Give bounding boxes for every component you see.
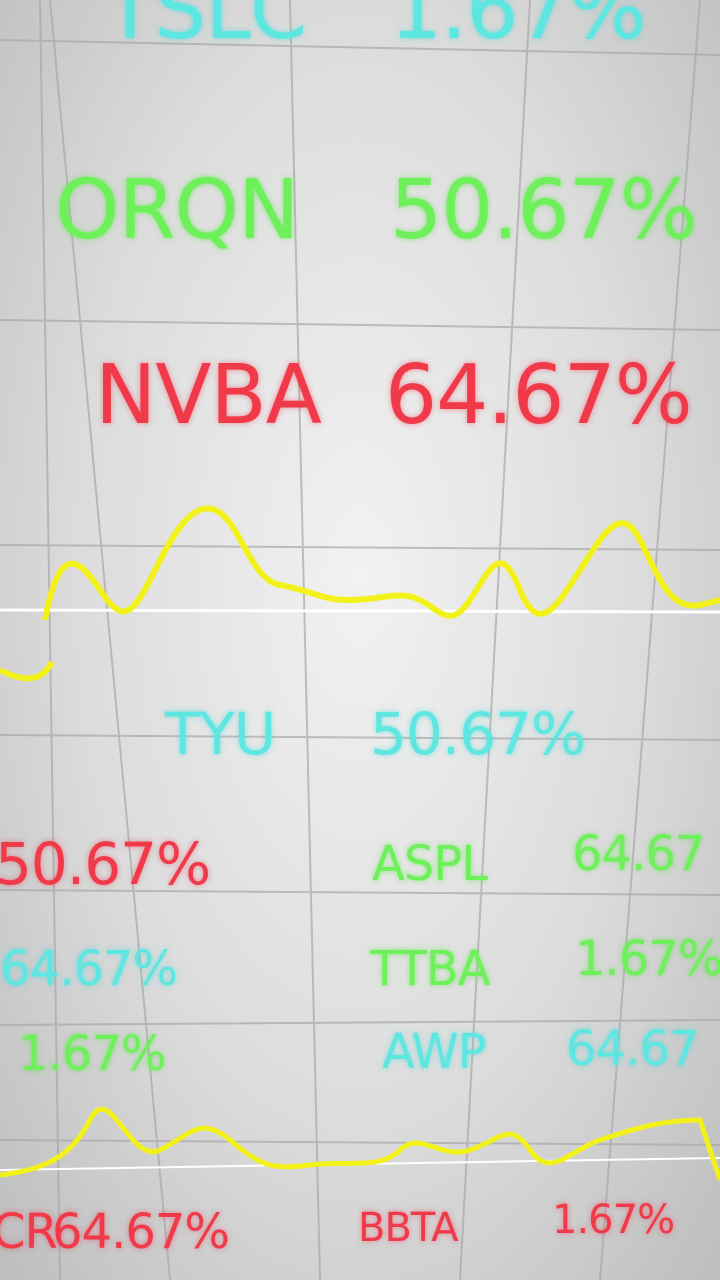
ticker-symbol: CR xyxy=(0,1204,58,1260)
ticker-change: 64.67% xyxy=(52,1204,230,1260)
ticker-change: 64.67% xyxy=(0,941,178,997)
ticker-change: 50.67% xyxy=(390,163,698,258)
ticker-change: 1.67% xyxy=(390,0,646,58)
ticker-change: 1.67% xyxy=(575,931,720,987)
ticker-change: 64.67 xyxy=(572,826,705,882)
ticker-symbol: ASPL xyxy=(372,836,488,892)
ticker-symbol: TTBA xyxy=(370,941,491,997)
ticker-symbol: ORQN xyxy=(55,163,299,258)
ticker-change: 1.67% xyxy=(18,1026,166,1082)
ticker-symbol: BBTA xyxy=(358,1205,459,1251)
ticker-symbol: NVBA xyxy=(95,348,322,443)
ticker-symbol: TYU xyxy=(165,700,276,768)
ticker-change: 50.67% xyxy=(370,700,586,768)
ticker-change: 64.67 xyxy=(566,1021,699,1077)
ticker-change: 1.67% xyxy=(552,1197,675,1243)
ticker-change: 64.67% xyxy=(385,348,693,443)
ticker-change: 50.67% xyxy=(0,830,211,898)
ticker-symbol: TSLC xyxy=(105,0,307,58)
ticker-symbol: AWP xyxy=(382,1024,487,1080)
